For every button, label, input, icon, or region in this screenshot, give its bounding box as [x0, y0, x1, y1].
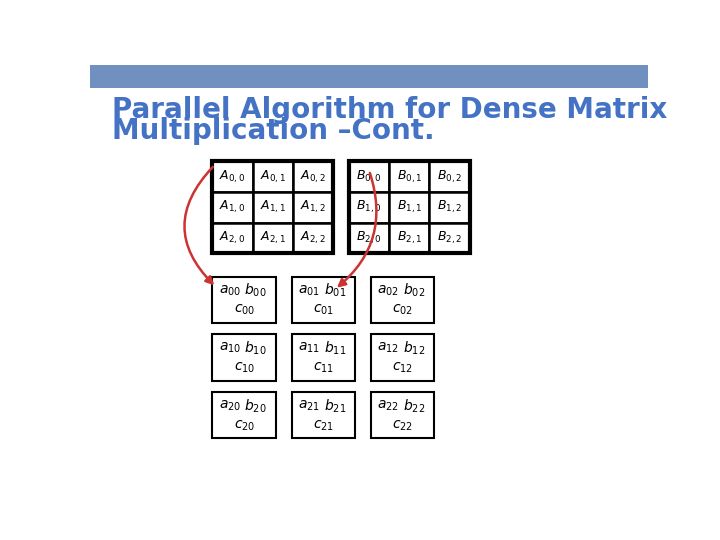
Bar — [349, 222, 389, 253]
Text: $\mathbf{\mathit{b}}_{10}$: $\mathbf{\mathit{b}}_{10}$ — [244, 340, 267, 357]
Text: $\mathit{c}_{20}$: $\mathit{c}_{20}$ — [233, 418, 255, 433]
Text: $B_{1,1}$: $B_{1,1}$ — [397, 199, 422, 215]
Bar — [90, 65, 648, 88]
Bar — [349, 161, 389, 192]
Text: $\mathit{c}_{21}$: $\mathit{c}_{21}$ — [312, 418, 334, 433]
Bar — [371, 276, 434, 323]
Bar — [212, 276, 276, 323]
Text: $\mathit{a}_{00}$: $\mathit{a}_{00}$ — [218, 283, 240, 298]
Bar — [349, 161, 469, 253]
Text: $A_{0,0}$: $A_{0,0}$ — [220, 168, 246, 185]
Text: $A_{0,1}$: $A_{0,1}$ — [260, 168, 286, 185]
Bar — [293, 161, 333, 192]
Text: $\mathit{c}_{12}$: $\mathit{c}_{12}$ — [392, 360, 413, 375]
Bar — [292, 334, 355, 381]
Text: $\mathbf{\mathit{b}}_{12}$: $\mathbf{\mathit{b}}_{12}$ — [402, 340, 425, 357]
Text: $B_{2,0}$: $B_{2,0}$ — [356, 230, 382, 246]
Bar — [349, 192, 389, 222]
Text: $\mathbf{\mathit{b}}_{22}$: $\mathbf{\mathit{b}}_{22}$ — [402, 397, 425, 415]
Text: $A_{1,0}$: $A_{1,0}$ — [220, 199, 246, 215]
Text: $\mathit{a}_{12}$: $\mathit{a}_{12}$ — [377, 341, 399, 355]
Bar — [292, 276, 355, 323]
Text: $B_{0,2}$: $B_{0,2}$ — [437, 168, 462, 185]
Text: $B_{0,1}$: $B_{0,1}$ — [397, 168, 422, 185]
Bar — [293, 222, 333, 253]
FancyArrowPatch shape — [339, 173, 377, 286]
Text: $\mathit{c}_{22}$: $\mathit{c}_{22}$ — [392, 418, 413, 433]
Text: $\mathbf{\mathit{b}}_{02}$: $\mathbf{\mathit{b}}_{02}$ — [402, 282, 425, 299]
Text: $B_{1,2}$: $B_{1,2}$ — [437, 199, 462, 215]
Text: $A_{2,2}$: $A_{2,2}$ — [300, 230, 326, 246]
Bar — [212, 392, 276, 438]
Text: $\mathbf{\mathit{b}}_{11}$: $\mathbf{\mathit{b}}_{11}$ — [323, 340, 346, 357]
Text: Multiplication –Cont.: Multiplication –Cont. — [112, 117, 434, 145]
Text: $\mathit{c}_{01}$: $\mathit{c}_{01}$ — [312, 302, 334, 317]
Text: $\mathbf{\mathit{b}}_{00}$: $\mathbf{\mathit{b}}_{00}$ — [244, 282, 267, 299]
FancyArrowPatch shape — [184, 167, 213, 284]
Text: $\mathit{a}_{22}$: $\mathit{a}_{22}$ — [377, 399, 399, 413]
Bar — [371, 334, 434, 381]
Bar — [212, 161, 333, 253]
Bar — [212, 334, 276, 381]
Bar — [389, 192, 429, 222]
Text: $B_{0,0}$: $B_{0,0}$ — [356, 168, 382, 185]
Text: $A_{1,1}$: $A_{1,1}$ — [260, 199, 286, 215]
Text: Parallel Algorithm for Dense Matrix: Parallel Algorithm for Dense Matrix — [112, 96, 667, 124]
Bar — [293, 192, 333, 222]
Bar — [253, 222, 293, 253]
Text: $\mathit{c}_{02}$: $\mathit{c}_{02}$ — [392, 302, 413, 317]
Bar — [212, 192, 253, 222]
Text: $A_{1,2}$: $A_{1,2}$ — [300, 199, 326, 215]
Text: $\mathit{c}_{00}$: $\mathit{c}_{00}$ — [233, 302, 255, 317]
Bar — [253, 192, 293, 222]
Bar — [389, 161, 429, 192]
Text: $A_{2,0}$: $A_{2,0}$ — [220, 230, 246, 246]
Bar — [429, 161, 469, 192]
Text: $\mathit{a}_{11}$: $\mathit{a}_{11}$ — [297, 341, 320, 355]
Text: $\mathit{a}_{20}$: $\mathit{a}_{20}$ — [218, 399, 240, 413]
Bar — [212, 161, 253, 192]
Text: $\mathit{a}_{01}$: $\mathit{a}_{01}$ — [297, 283, 320, 298]
Text: $A_{0,2}$: $A_{0,2}$ — [300, 168, 326, 185]
Text: $B_{2,2}$: $B_{2,2}$ — [437, 230, 462, 246]
Text: $\mathbf{\mathit{b}}_{01}$: $\mathbf{\mathit{b}}_{01}$ — [323, 282, 346, 299]
Bar — [253, 161, 293, 192]
Bar — [429, 192, 469, 222]
Bar — [371, 392, 434, 438]
Bar — [389, 222, 429, 253]
Text: $B_{1,0}$: $B_{1,0}$ — [356, 199, 382, 215]
Text: $\mathit{a}_{02}$: $\mathit{a}_{02}$ — [377, 283, 399, 298]
Text: $\mathit{a}_{21}$: $\mathit{a}_{21}$ — [297, 399, 320, 413]
Text: $\mathit{c}_{11}$: $\mathit{c}_{11}$ — [312, 360, 334, 375]
Text: $\mathit{a}_{10}$: $\mathit{a}_{10}$ — [218, 341, 240, 355]
Bar — [292, 392, 355, 438]
Text: $B_{2,1}$: $B_{2,1}$ — [397, 230, 422, 246]
Text: $\mathit{c}_{10}$: $\mathit{c}_{10}$ — [233, 360, 255, 375]
Bar — [212, 222, 253, 253]
Bar — [429, 222, 469, 253]
Text: $A_{2,1}$: $A_{2,1}$ — [260, 230, 286, 246]
Text: $\mathbf{\mathit{b}}_{20}$: $\mathbf{\mathit{b}}_{20}$ — [244, 397, 267, 415]
Text: $\mathbf{\mathit{b}}_{21}$: $\mathbf{\mathit{b}}_{21}$ — [323, 397, 346, 415]
